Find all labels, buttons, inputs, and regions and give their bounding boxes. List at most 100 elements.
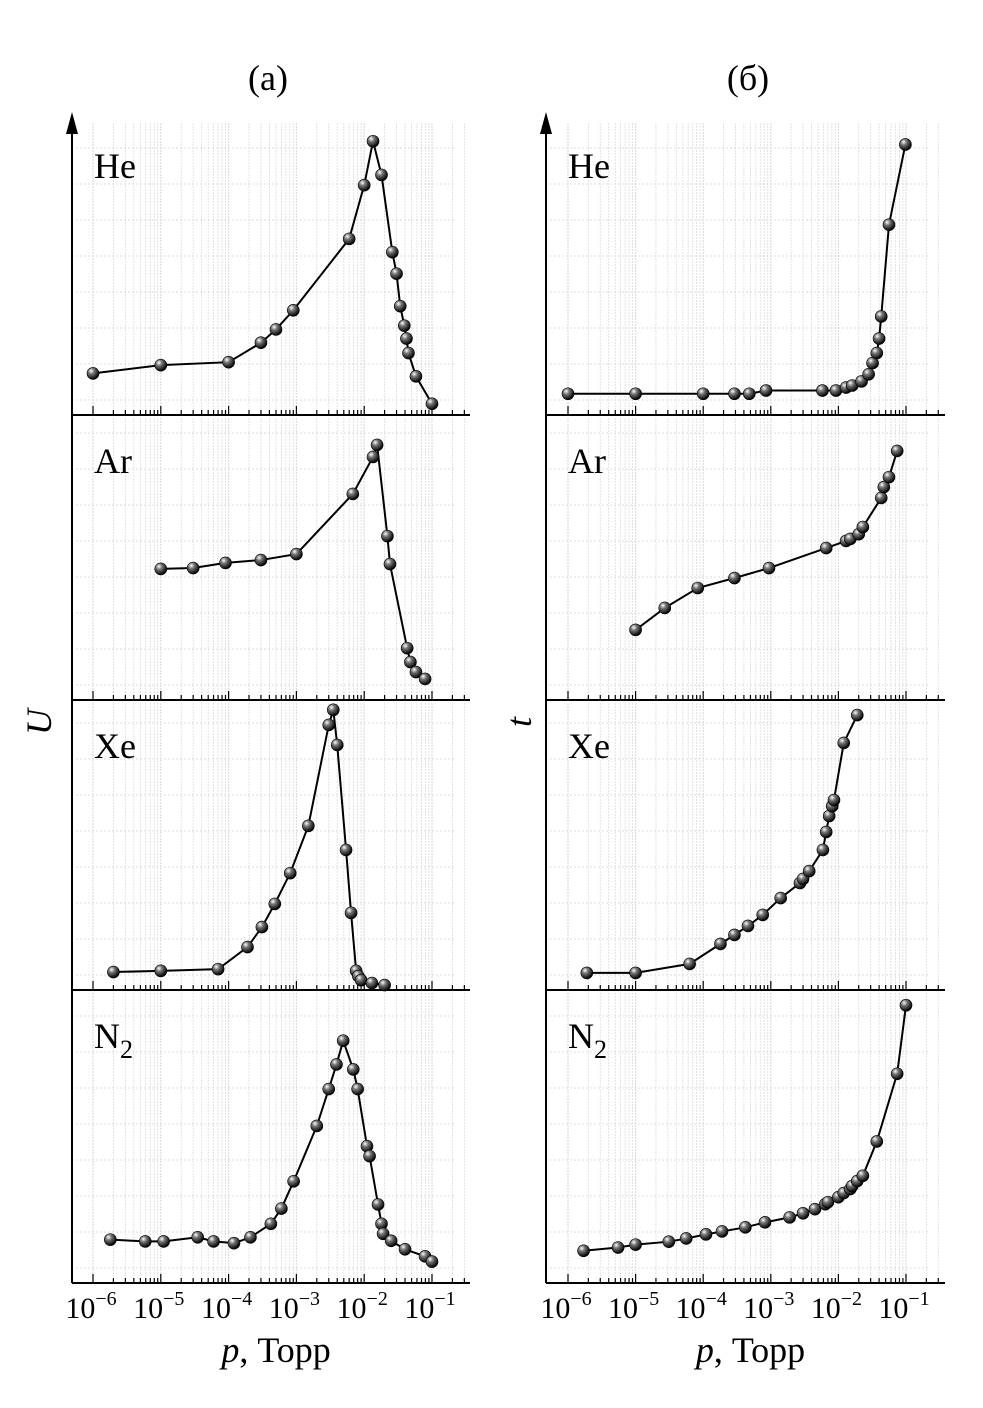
panel-label: (а) xyxy=(248,58,288,98)
data-point xyxy=(154,358,168,372)
x-tick-label: 10−1 xyxy=(878,1288,929,1325)
data-point xyxy=(404,655,417,669)
series-name: N xyxy=(94,1016,120,1056)
series-name-subscript: 2 xyxy=(594,1035,607,1064)
tick-base: 10 xyxy=(608,1292,638,1325)
data-point xyxy=(378,978,391,992)
panel-label: (б) xyxy=(727,58,769,98)
data-point xyxy=(409,370,423,383)
data-point xyxy=(899,998,913,1012)
data-point xyxy=(346,487,360,501)
data-point xyxy=(899,138,912,151)
tick-base: 10 xyxy=(811,1292,841,1325)
data-point xyxy=(762,561,776,575)
data-point xyxy=(286,303,300,317)
data-point xyxy=(882,470,896,484)
data-point xyxy=(699,1228,713,1241)
data-point xyxy=(371,1198,385,1211)
data-point xyxy=(219,556,232,570)
data-point xyxy=(808,1202,822,1216)
tick-exponent: −6 xyxy=(95,1288,116,1310)
tick-base: 10 xyxy=(743,1292,773,1325)
data-point xyxy=(244,1230,257,1244)
series-name: He xyxy=(94,146,136,186)
data-point xyxy=(191,1230,204,1244)
data-point xyxy=(287,1175,300,1188)
subplot-he: He xyxy=(72,123,470,416)
series-label: Ar xyxy=(568,441,606,481)
data-point xyxy=(629,966,642,980)
tick-exponent: −3 xyxy=(299,1288,320,1310)
data-point xyxy=(679,1232,693,1245)
series-name: Xe xyxy=(568,726,610,766)
data-point xyxy=(409,665,423,679)
data-point xyxy=(365,976,379,990)
tick-base: 10 xyxy=(404,1292,434,1325)
data-point xyxy=(344,906,358,920)
data-point xyxy=(758,1216,772,1229)
data-point xyxy=(383,557,397,571)
x-axis-variable: p xyxy=(218,1330,239,1370)
series-line xyxy=(568,144,907,395)
y-axis-arrow-icon xyxy=(540,112,552,134)
series-label: Xe xyxy=(94,726,136,766)
data-point xyxy=(138,1235,152,1248)
data-point xyxy=(254,336,268,350)
x-tick-label: 10−1 xyxy=(404,1288,455,1325)
y-axis-label: U xyxy=(19,707,59,735)
data-point xyxy=(310,1119,324,1133)
data-point xyxy=(882,218,896,232)
data-point xyxy=(425,1255,439,1268)
data-point xyxy=(658,601,672,615)
data-point xyxy=(269,323,283,336)
data-point xyxy=(874,491,888,505)
x-axis-unit: , Торр xyxy=(239,1330,330,1370)
data-point xyxy=(275,1202,288,1215)
data-point xyxy=(696,387,710,401)
data-point xyxy=(629,1238,642,1251)
x-tick-label: 10−2 xyxy=(811,1288,862,1325)
data-point xyxy=(756,908,770,922)
data-point xyxy=(816,843,830,857)
x-tick-label: 10−6 xyxy=(540,1288,591,1325)
data-point xyxy=(728,571,741,585)
x-axis-label: p, Торр xyxy=(218,1330,330,1370)
data-point xyxy=(870,346,884,360)
data-point xyxy=(856,520,870,534)
data-point xyxy=(154,964,168,978)
tick-exponent: −2 xyxy=(841,1288,862,1310)
series-label: N2 xyxy=(568,1016,607,1064)
series-name: He xyxy=(568,146,610,186)
tick-exponent: −3 xyxy=(773,1288,794,1310)
data-point xyxy=(264,1217,278,1231)
subplot-xe: Xe xyxy=(72,703,470,992)
x-axis-variable: p xyxy=(693,1330,714,1370)
tick-base: 10 xyxy=(878,1292,908,1325)
x-tick-label: 10−3 xyxy=(743,1288,794,1325)
tick-base: 10 xyxy=(133,1292,163,1325)
data-point xyxy=(222,355,235,369)
data-point xyxy=(418,672,432,686)
data-point xyxy=(816,384,829,397)
data-point xyxy=(375,168,388,182)
data-point xyxy=(357,178,371,192)
data-point xyxy=(322,718,336,732)
data-point xyxy=(850,708,864,722)
x-tick-label: 10−6 xyxy=(65,1288,116,1325)
subplot-xe: Xe xyxy=(546,703,945,991)
data-point xyxy=(890,444,904,458)
data-point xyxy=(890,1067,904,1081)
data-point xyxy=(862,367,875,381)
series-name: N xyxy=(568,1016,594,1056)
data-point xyxy=(398,1243,412,1256)
series-line xyxy=(586,714,859,974)
y-axis-label: t xyxy=(499,716,539,727)
data-point xyxy=(728,928,741,942)
x-tick-label: 10−3 xyxy=(269,1288,320,1325)
data-point xyxy=(400,641,414,655)
subplot-ar: Ar xyxy=(72,418,470,701)
data-point xyxy=(774,891,787,905)
series-label: He xyxy=(94,146,136,186)
